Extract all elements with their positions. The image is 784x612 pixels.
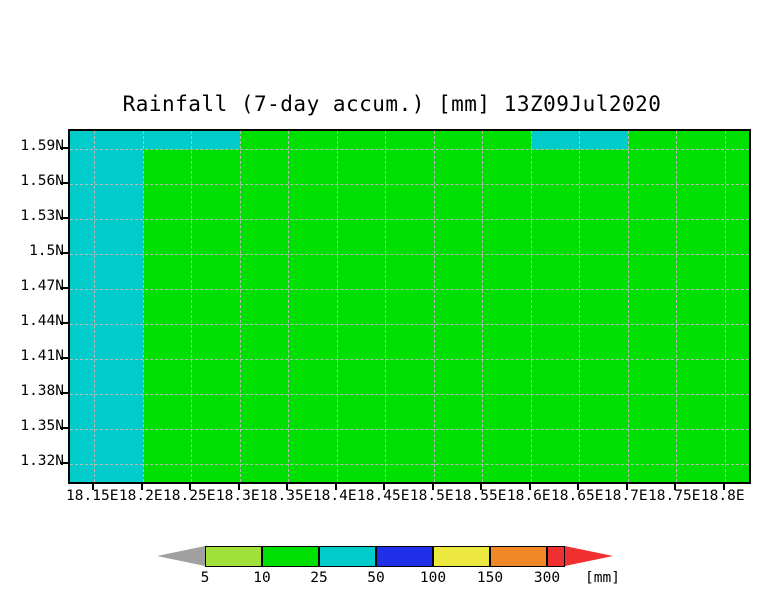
y-tick-mark [60, 462, 68, 465]
colorbar-segment [205, 546, 262, 567]
y-tick-mark [60, 181, 68, 184]
y-tick-label: 1.47N [20, 277, 64, 294]
x-tick-label: 18.4E [312, 488, 357, 504]
y-tick-label: 1.32N [20, 453, 64, 470]
colorbar-tick-label: 300 [533, 570, 561, 586]
x-tick-label: 18.8E [700, 488, 745, 504]
x-tick-label: 18.55E [454, 488, 507, 504]
y-tick-label: 1.38N [20, 383, 64, 400]
x-tick-mark [92, 482, 95, 490]
raster-layer [70, 131, 749, 482]
y-tick-mark [60, 251, 68, 254]
colorbar-tick-label: 10 [253, 570, 271, 586]
y-tick-label: 1.5N [29, 242, 64, 259]
y-tick-mark [60, 146, 68, 149]
colorbar-low-arrow [157, 546, 205, 566]
y-tick-label: 1.41N [20, 348, 64, 365]
x-tick-label: 18.65E [551, 488, 604, 504]
x-tick-mark [237, 482, 240, 490]
x-tick-label: 18.75E [648, 488, 701, 504]
y-tick-mark [60, 322, 68, 325]
x-tick-mark [334, 482, 337, 490]
colorbar-legend: 5 10 25 50 100 150 300 [mm] [0, 540, 784, 600]
x-tick-mark [189, 482, 192, 490]
colorbar-tick-label: 100 [419, 570, 447, 586]
y-tick-label: 1.35N [20, 418, 64, 435]
x-tick-label: 18.15E [66, 488, 119, 504]
colorbar-segment [262, 546, 319, 567]
raster-region [142, 148, 749, 482]
colorbar-segment [433, 546, 490, 567]
x-tick-label: 18.25E [163, 488, 216, 504]
colorbar-strip [0, 546, 784, 567]
raster-region [142, 131, 240, 149]
colorbar-unit-label: [mm] [585, 570, 620, 586]
y-tick-label: 1.56N [20, 172, 64, 189]
x-tick-mark [528, 482, 531, 490]
y-tick-mark [60, 286, 68, 289]
raster-region [70, 131, 143, 482]
x-tick-mark [674, 482, 677, 490]
y-tick-mark [60, 216, 68, 219]
x-tick-label: 18.2E [118, 488, 163, 504]
y-tick-mark [60, 427, 68, 430]
plot-area [68, 129, 751, 484]
colorbar-segment [490, 546, 547, 567]
colorbar-segment [547, 546, 565, 567]
x-tick-mark [140, 482, 143, 490]
x-tick-label: 18.6E [506, 488, 551, 504]
raster-region [530, 131, 628, 149]
y-tick-mark [60, 392, 68, 395]
x-tick-mark [625, 482, 628, 490]
colorbar-tick-label: 25 [310, 570, 328, 586]
colorbar-tick-label: 150 [476, 570, 504, 586]
x-tick-mark [383, 482, 386, 490]
x-tick-mark [480, 482, 483, 490]
y-tick-label: 1.53N [20, 207, 64, 224]
x-tick-label: 18.7E [603, 488, 648, 504]
colorbar-segment [376, 546, 433, 567]
x-tick-mark [577, 482, 580, 490]
x-tick-mark [431, 482, 434, 490]
colorbar-tick-label: 5 [200, 570, 210, 586]
x-tick-label: 18.5E [409, 488, 454, 504]
y-tick-mark [60, 357, 68, 360]
y-tick-label: 1.59N [20, 137, 64, 154]
colorbar-high-arrow [565, 546, 613, 566]
x-tick-label: 18.35E [260, 488, 313, 504]
colorbar-segment [319, 546, 376, 567]
colorbar-tick-label: 50 [367, 570, 385, 586]
page-title: Rainfall (7-day accum.) [mm] 13Z09Jul202… [122, 92, 662, 116]
x-tick-mark [722, 482, 725, 490]
x-tick-label: 18.45E [357, 488, 410, 504]
x-tick-mark [286, 482, 289, 490]
x-tick-label: 18.3E [215, 488, 260, 504]
y-tick-label: 1.44N [20, 313, 64, 330]
